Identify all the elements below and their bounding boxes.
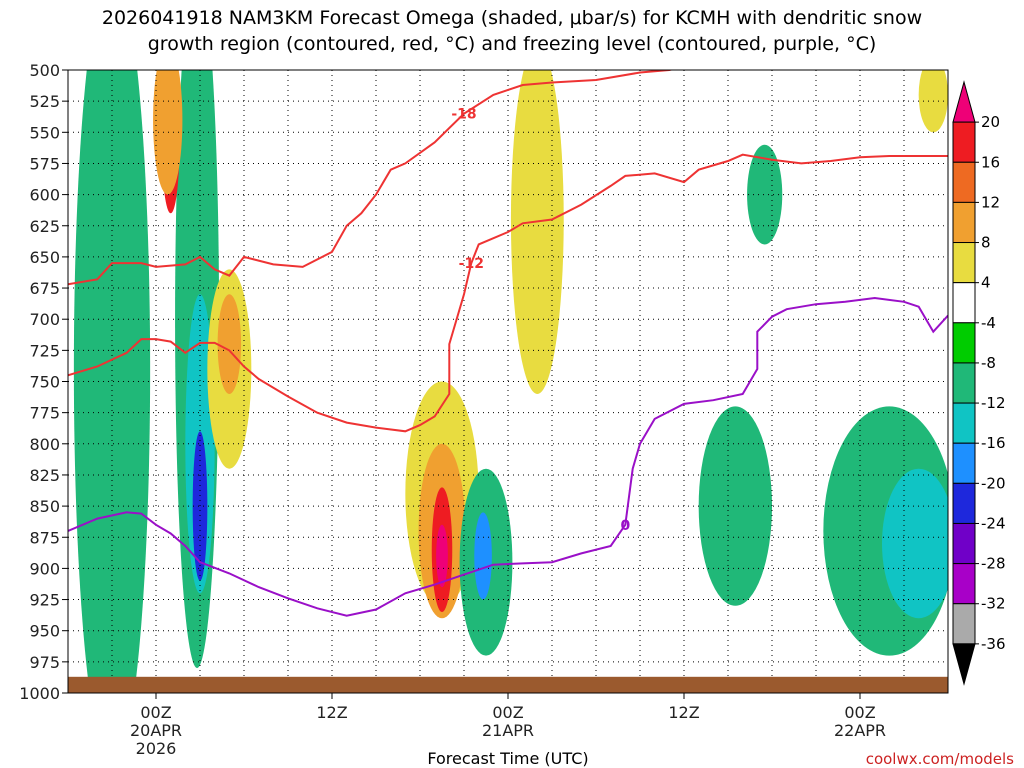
colorbar-label: 8 [981,234,991,252]
y-tick-label: 900 [29,559,60,578]
y-tick-label: 525 [29,92,60,111]
chart-title-line-2: growth region (contoured, red, °C) and f… [148,33,877,55]
colorbar-label: -20 [981,474,1006,492]
colorbar-swatch [952,402,976,444]
colorbar-swatch [952,643,976,686]
colorbar-swatch [952,603,976,645]
x-tick-label: 00Z [492,703,523,722]
y-tick-label: 800 [29,435,60,454]
credit-text[interactable]: coolwx.com/models [866,750,1014,768]
colorbar-label: 20 [981,113,1000,131]
x-tick-label: 21APR [482,721,534,740]
colorbar-swatch [952,522,976,565]
omega-region-15 [436,524,448,588]
chart-title-line-1: 2026041918 NAM3KM Forecast Omega (shaded… [102,7,922,29]
colorbar-swatch [952,322,976,364]
y-axis-ticks: 500 525 550 575 600 625 650 675 700 725 750 775 800 8… [19,61,68,703]
y-tick-label: 850 [29,497,60,516]
y-tick-label: 500 [29,61,60,80]
x-tick-label: 20APR [130,721,182,740]
colorbar-swatch [952,201,976,244]
colorbar-swatch [952,282,976,324]
colorbar-swatch [952,161,976,203]
y-tick-label: 875 [29,528,60,547]
colorbar-label: -32 [981,595,1006,613]
x-tick-label: 00Z [140,703,171,722]
omega-region-20 [698,406,772,606]
colorbar-swatch [952,563,976,605]
colorbar-swatch [952,80,976,123]
colorbar-swatch [952,121,976,163]
colorbar-label: -4 [981,314,996,332]
colorbar-swatch [952,362,976,404]
y-tick-label: 750 [29,373,60,392]
x-axis-label: Forecast Time (UTC) [427,749,588,768]
dgz-contour-minus18 [68,70,674,286]
y-tick-label: 600 [29,186,60,205]
colorbar: 20 16 12 8 4 -4 -8 -12 -16 -20 -24 -28 -32 -36 [952,80,1006,686]
colorbar-label: -36 [981,635,1006,653]
freezing-level-contour [68,296,948,617]
y-tick-label: 675 [29,279,60,298]
colorbar-label: -24 [981,514,1006,532]
omega-region-23 [918,70,948,133]
omega-region-9 [153,70,183,195]
colorbar-swatch [952,242,976,284]
dgz-contour-minus12 [68,153,948,433]
y-tick-label: 650 [29,248,60,267]
y-tick-label: 1000 [19,684,60,703]
y-tick-label: 975 [29,653,60,672]
contour-label: -12 [459,256,484,272]
colorbar-label: -8 [981,354,996,372]
x-tick-label: 22APR [834,721,886,740]
ground-surface [68,676,948,693]
contour-lines [68,70,948,617]
y-tick-label: 950 [29,622,60,641]
y-tick-label: 775 [29,404,60,423]
y-tick-label: 550 [29,123,60,142]
x-tick-label: 12Z [668,703,699,722]
omega-region-7 [192,431,208,581]
omega-shading [73,70,948,693]
x-tick-label: 12Z [316,703,347,722]
y-tick-label: 725 [29,341,60,360]
y-tick-label: 925 [29,591,60,610]
x-tick-label: 00Z [844,703,875,722]
colorbar-swatch [952,482,976,524]
contour-label: 0 [620,518,630,534]
colorbar-label: 4 [981,274,991,292]
y-tick-label: 700 [29,310,60,329]
omega-region-19 [747,144,783,245]
y-tick-label: 625 [29,217,60,236]
omega-region-18 [510,70,564,394]
colorbar-swatch [952,442,976,484]
colorbar-label: -16 [981,434,1006,452]
omega-region-11 [217,294,242,394]
contour-label: -18 [451,107,476,123]
omega-region-17 [474,512,492,600]
grid-lines [68,69,948,694]
colorbar-label: 12 [981,193,1000,211]
x-tick-label: 2026 [136,739,177,758]
colorbar-label: -28 [981,555,1006,573]
y-tick-label: 825 [29,466,60,485]
contour-labels: -18 -12 0 [451,107,630,534]
colorbar-label: -12 [981,394,1006,412]
omega-region-22 [882,468,948,619]
ground-band [68,676,948,693]
omega-region-4 [73,70,151,693]
y-tick-label: 575 [29,154,60,173]
colorbar-label: 16 [981,153,1000,171]
